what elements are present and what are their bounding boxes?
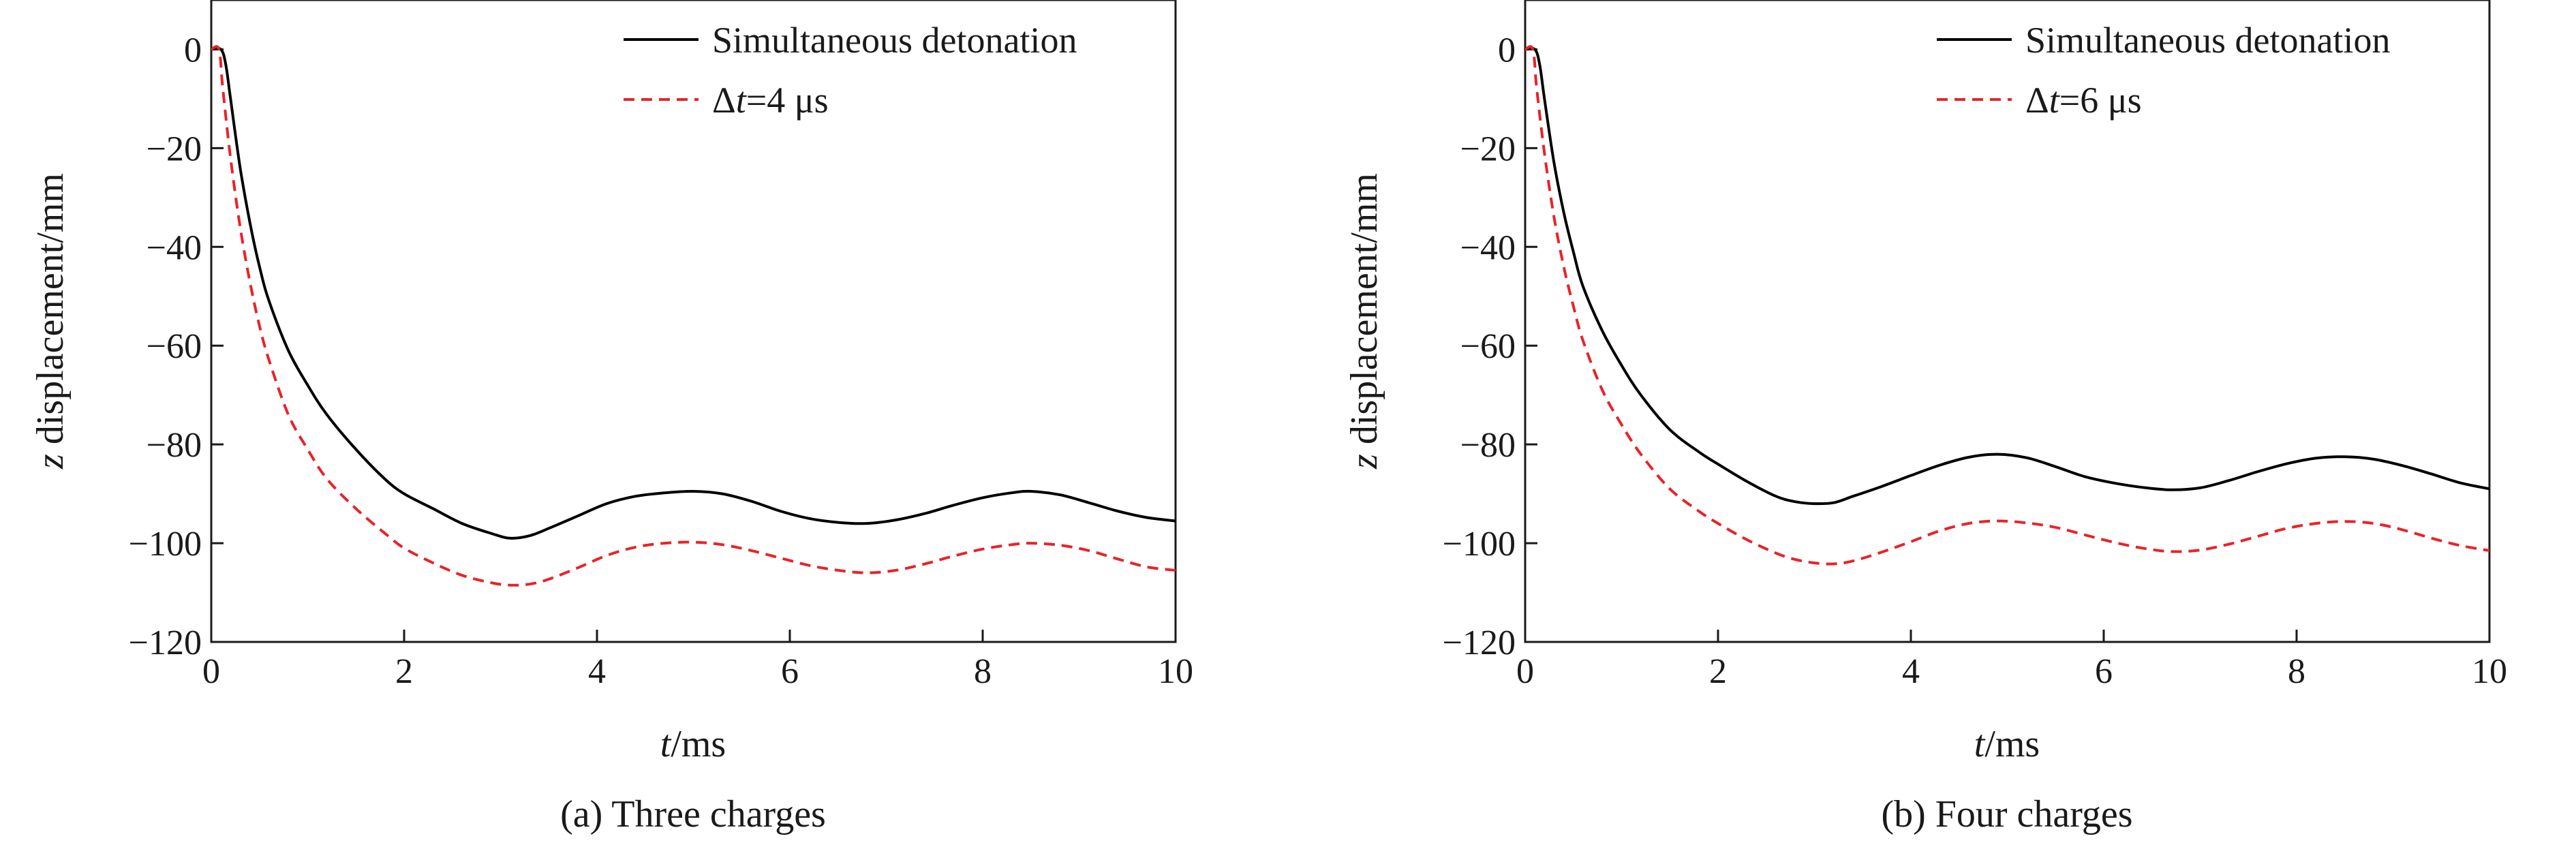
- x-tick-label: 6: [781, 652, 799, 691]
- y-tick-label: −40: [147, 228, 202, 267]
- x-tick-label: 2: [395, 652, 413, 691]
- y-axis-ticks: 0 −20 −40 −60 −80 −100 −120: [1443, 31, 1537, 662]
- legend-label-simultaneous: Simultaneous detonation: [2025, 20, 2390, 61]
- y-tick-label: 0: [184, 31, 202, 70]
- y-tick-label: −80: [1460, 426, 1516, 465]
- chart-panel-a: 0 −20 −40 −60 −80 −100 −120 0 2 4 6 8 10 Simultaneo…: [29, 0, 1193, 835]
- x-tick-label: 6: [2095, 652, 2113, 691]
- series-line-delay: [211, 45, 1176, 587]
- x-axis-ticks: 0 2 4 6 8 10: [202, 630, 1193, 691]
- chart-panel-b: 0 −20 −40 −60 −80 −100 −120 0 2 4 6 8 10 Simultaneo…: [1343, 0, 2507, 835]
- x-tick-label: 4: [588, 652, 606, 691]
- x-tick-label: 2: [1709, 652, 1727, 691]
- x-tick-label: 0: [1516, 652, 1534, 691]
- y-tick-label: −120: [129, 624, 202, 662]
- series-line-delay: [1524, 45, 2490, 566]
- y-tick-label: −60: [1460, 327, 1516, 366]
- x-tick-label: 4: [1902, 652, 1920, 691]
- x-tick-label: 0: [202, 652, 220, 691]
- panel-caption-a: (a) Three charges: [560, 793, 826, 835]
- x-axis-title: t/ms: [660, 723, 726, 765]
- x-axis-ticks: 0 2 4 6 8 10: [1516, 630, 2507, 691]
- y-tick-label: −20: [1460, 129, 1516, 168]
- x-axis-title: t/ms: [1974, 723, 2040, 765]
- legend: Simultaneous detonation Δt=4 μs: [624, 20, 1077, 121]
- series-lines: [1524, 45, 2490, 566]
- series-line-simultaneous: [1524, 46, 2490, 506]
- series-line-simultaneous: [211, 46, 1176, 540]
- y-tick-label: −100: [1443, 525, 1516, 564]
- y-axis-title: z displacement/mm: [1343, 173, 1385, 470]
- legend-label-delay: Δt=4 μs: [712, 80, 829, 121]
- plot-area-frame: [1524, 0, 2491, 643]
- x-tick-label: 8: [2288, 652, 2305, 691]
- legend: Simultaneous detonation Δt=6 μs: [1937, 20, 2390, 121]
- y-tick-label: −20: [147, 129, 202, 168]
- y-tick-label: −120: [1443, 624, 1516, 662]
- y-tick-label: 0: [1498, 31, 1516, 70]
- x-tick-label: 10: [2472, 652, 2507, 691]
- legend-label-delay: Δt=6 μs: [2025, 80, 2142, 121]
- x-tick-label: 10: [1158, 652, 1193, 691]
- legend-label-simultaneous: Simultaneous detonation: [712, 20, 1077, 61]
- plot-area-frame: [210, 0, 1177, 643]
- x-tick-label: 8: [974, 652, 992, 691]
- y-tick-label: −60: [147, 327, 202, 366]
- y-tick-label: −40: [1460, 228, 1516, 267]
- y-tick-label: −100: [129, 525, 202, 564]
- y-axis-title: z displacement/mm: [29, 173, 72, 470]
- series-lines: [211, 45, 1176, 587]
- y-tick-label: −80: [147, 426, 202, 465]
- panel-caption-b: (b) Four charges: [1881, 793, 2132, 835]
- y-axis-ticks: 0 −20 −40 −60 −80 −100 −120: [129, 31, 224, 662]
